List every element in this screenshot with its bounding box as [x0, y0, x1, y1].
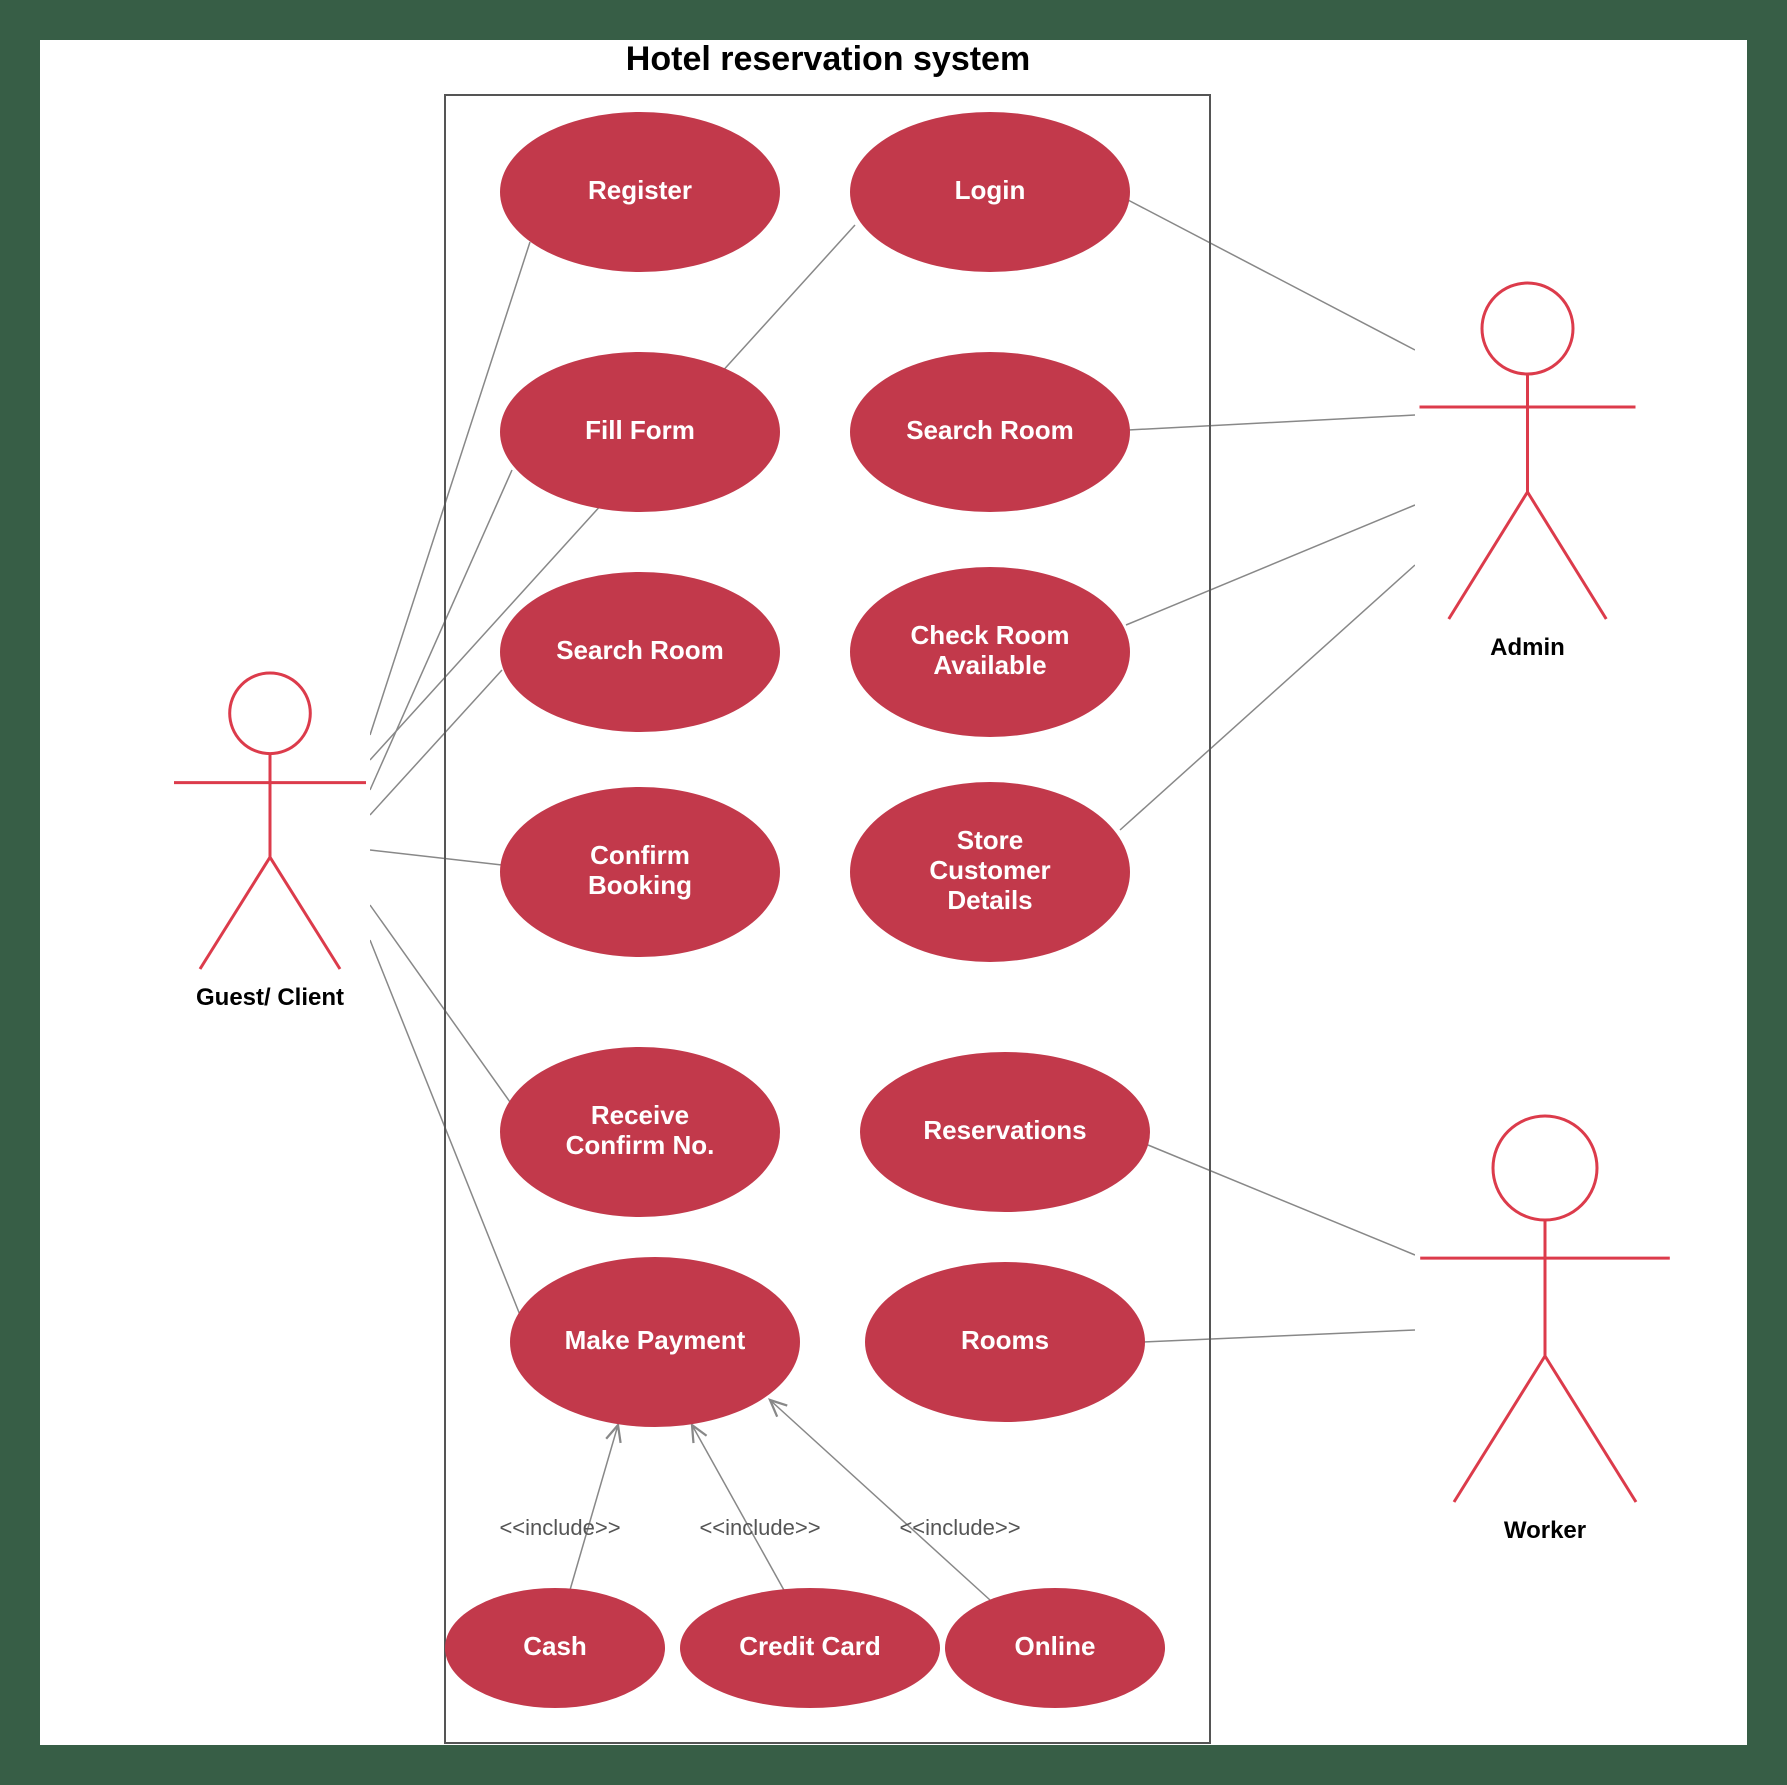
- usecase-label-register-0: Register: [588, 175, 692, 205]
- diagram-title: Hotel reservation system: [626, 40, 1030, 78]
- actor-label-worker: Worker: [1504, 1517, 1586, 1544]
- usecase-label-fillform-0: Fill Form: [585, 415, 695, 445]
- usecase-label-online-0: Online: [1015, 1631, 1096, 1661]
- usecase-label-creditcard-0: Credit Card: [739, 1631, 881, 1661]
- include-label-online: <<include>>: [899, 1515, 1020, 1540]
- include-label-creditcard: <<include>>: [699, 1515, 820, 1540]
- include-label-cash: <<include>>: [499, 1515, 620, 1540]
- usecase-label-makepayment-0: Make Payment: [565, 1325, 746, 1355]
- usecase-label-confirmbook-0: Confirm: [590, 840, 690, 870]
- usecase-label-login-0: Login: [955, 175, 1026, 205]
- usecase-label-checkroom-1: Available: [933, 650, 1046, 680]
- diagram-canvas: Hotel reservation system <<include>> <<inc…: [0, 0, 1787, 1785]
- actor-label-admin: Admin: [1490, 634, 1565, 661]
- usecase-label-cash-0: Cash: [523, 1631, 587, 1661]
- usecase-label-reservations-0: Reservations: [923, 1115, 1086, 1145]
- actor-label-guest: Guest/ Client: [196, 984, 344, 1011]
- usecase-label-rooms-0: Rooms: [961, 1325, 1049, 1355]
- usecase-label-receiveconfirm-0: Receive: [591, 1100, 689, 1130]
- usecase-label-storedetails-2: Details: [947, 885, 1032, 915]
- usecase-label-confirmbook-1: Booking: [588, 870, 692, 900]
- usecase-label-checkroom-0: Check Room: [911, 620, 1070, 650]
- usecase-label-receiveconfirm-1: Confirm No.: [566, 1130, 715, 1160]
- usecase-label-searchroom_l-0: Search Room: [556, 635, 724, 665]
- usecase-label-storedetails-1: Customer: [929, 855, 1050, 885]
- usecase-label-searchroom_r-0: Search Room: [906, 415, 1074, 445]
- usecase-label-storedetails-0: Store: [957, 825, 1023, 855]
